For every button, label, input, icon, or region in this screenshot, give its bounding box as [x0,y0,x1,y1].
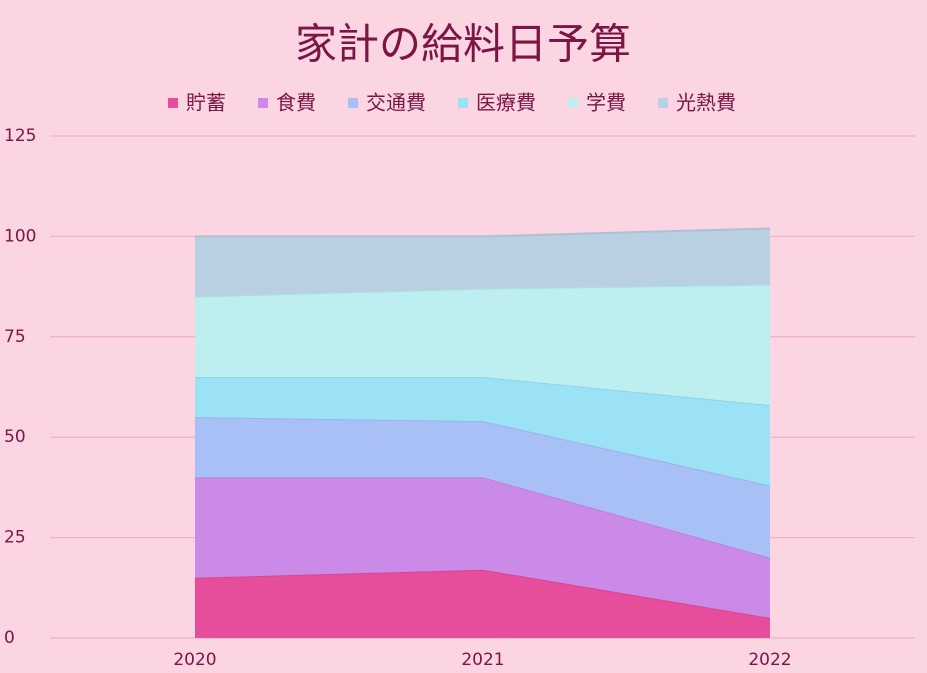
legend-label: 食費 [276,91,316,115]
y-tick-label: 125 [4,126,36,146]
area [195,477,770,618]
legend-swatch [348,98,358,108]
x-tick-label: 2022 [748,650,791,670]
y-tick-label: 50 [4,427,26,447]
area [195,284,770,406]
legend-swatch [458,98,468,108]
y-tick-label: 75 [4,327,26,347]
area [195,417,770,558]
legend-label: 光熱費 [676,91,736,115]
legend-swatch [258,98,268,108]
area [195,569,770,638]
x-tick-label: 2020 [173,650,216,670]
area [195,228,770,297]
area [195,376,770,486]
area-edge [195,227,771,238]
y-tick-label: 100 [4,226,36,246]
legend-swatch [568,98,578,108]
y-tick-label: 0 [4,628,15,648]
legend-label: 学費 [586,91,626,115]
legend-swatch [658,98,668,108]
x-tick-label: 2021 [461,650,504,670]
legend-swatch [168,98,178,108]
legend-label: 貯蓄 [186,91,226,115]
legend-label: 医療費 [476,91,536,115]
y-tick-label: 25 [4,528,26,548]
chart-title: 家計の給料日予算 [295,20,631,69]
legend-label: 交通費 [366,91,426,115]
